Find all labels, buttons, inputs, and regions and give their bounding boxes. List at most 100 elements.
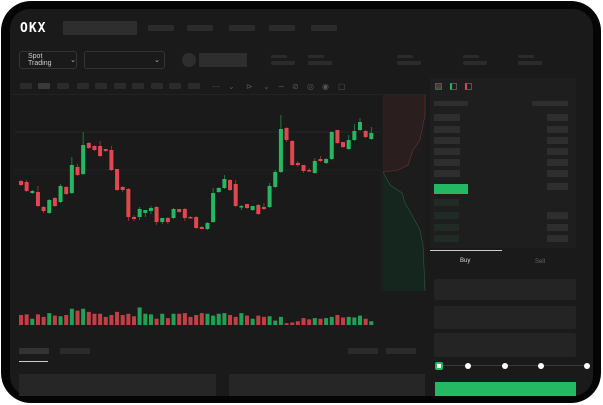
ask-row[interactable] [547, 126, 568, 133]
buy-button[interactable] [435, 382, 576, 396]
filter-button[interactable] [348, 348, 378, 354]
interval-button[interactable] [188, 83, 200, 89]
candle-body [19, 181, 23, 185]
candle-body [148, 208, 153, 211]
volume-bar [69, 308, 74, 325]
slider-step-75[interactable] [538, 363, 544, 369]
candlestick-chart[interactable] [0, 0, 380, 340]
price-input[interactable] [434, 279, 576, 300]
pair-selector[interactable]: ⌄ [84, 51, 165, 69]
ask-row[interactable] [547, 159, 568, 166]
market-selector[interactable]: Spot Trading ⌄ [19, 51, 77, 69]
chevron-down-icon[interactable]: ⌄ [263, 82, 270, 91]
amount-slider-track[interactable] [438, 365, 588, 366]
tab-order-history[interactable] [60, 348, 90, 354]
bid-row[interactable] [547, 224, 568, 231]
nav-item[interactable] [269, 25, 295, 31]
slider-step-50[interactable] [502, 363, 508, 369]
volume-bar [267, 316, 272, 325]
tab-sell[interactable]: Sell [535, 259, 546, 265]
amount-input[interactable] [434, 306, 576, 329]
column-header [532, 101, 568, 106]
amount-slider-handle[interactable] [435, 362, 443, 370]
interval-button[interactable] [20, 83, 32, 89]
okx-logo[interactable]: OKX [20, 21, 47, 36]
interval-button[interactable] [95, 83, 107, 89]
settings-icon[interactable]: ◉ [322, 82, 329, 91]
slider-step-100[interactable] [584, 363, 590, 369]
ask-row[interactable] [547, 170, 568, 177]
chevron-down-icon[interactable]: ⌄ [228, 82, 235, 91]
chevron-down-icon: ⌄ [154, 57, 160, 64]
wave-icon[interactable]: ∼ [278, 82, 285, 91]
search-bar[interactable] [63, 21, 137, 35]
bid-row[interactable] [547, 235, 568, 242]
candle-body [165, 218, 170, 222]
volume-bar [228, 315, 233, 325]
indicator-icon[interactable]: ⋯ [212, 82, 220, 91]
stat-value [308, 61, 332, 65]
volume-bar [75, 310, 80, 325]
ask-row[interactable] [547, 137, 568, 144]
nav-item[interactable] [229, 25, 255, 31]
orderbook-asks-icon[interactable] [465, 83, 472, 90]
candle-body [312, 161, 317, 173]
candle-body [52, 198, 57, 206]
candle-body [284, 128, 289, 140]
volume-bar [126, 313, 131, 325]
ask-row[interactable] [434, 170, 460, 177]
volume-bar [81, 308, 86, 325]
filter-button[interactable] [386, 348, 416, 354]
volume-bar [171, 313, 176, 325]
ask-row[interactable] [547, 183, 568, 190]
candle-body [98, 146, 103, 156]
ask-depth-line [382, 95, 426, 173]
candle-body [261, 207, 266, 209]
ask-row[interactable] [434, 114, 460, 121]
volume-bar [335, 315, 340, 325]
volume-bar [358, 315, 362, 325]
ask-row[interactable] [434, 137, 460, 144]
candle-body [86, 143, 91, 148]
orderbook-bids-icon[interactable] [450, 83, 457, 90]
candle-body [64, 187, 69, 194]
stat-label [271, 55, 287, 58]
ask-row[interactable] [434, 148, 460, 155]
tab-buy[interactable]: Buy [460, 258, 471, 264]
bid-row[interactable] [547, 212, 568, 219]
bid-depth-line [382, 171, 426, 291]
ask-row[interactable] [434, 126, 460, 133]
tab-open-orders[interactable] [19, 348, 49, 354]
bid-row[interactable] [434, 212, 459, 219]
bid-row[interactable] [434, 199, 459, 206]
stat-label [397, 55, 413, 58]
stat-value [463, 61, 487, 65]
total-input[interactable] [434, 333, 576, 357]
interval-button[interactable] [77, 83, 89, 89]
camera-icon[interactable]: ◎ [307, 82, 314, 91]
ask-row[interactable] [434, 159, 460, 166]
nav-item[interactable] [311, 25, 337, 31]
candle-body [256, 205, 261, 214]
ruler-icon[interactable]: ⊘ [292, 82, 299, 91]
bid-row[interactable] [434, 235, 459, 242]
interval-button[interactable] [57, 83, 69, 89]
volume-bar [329, 316, 334, 325]
fullscreen-icon[interactable]: ▢ [338, 82, 346, 91]
candle-body [103, 149, 108, 151]
interval-button-active[interactable] [38, 83, 50, 89]
interval-button[interactable] [114, 83, 126, 89]
nav-item[interactable] [187, 25, 213, 31]
interval-button[interactable] [132, 83, 144, 89]
interval-button[interactable] [169, 83, 181, 89]
candle-body [182, 209, 187, 218]
nav-item[interactable] [148, 25, 174, 31]
ask-row[interactable] [547, 114, 568, 121]
slider-step-25[interactable] [465, 363, 471, 369]
draw-line-icon[interactable]: ⊳ [246, 82, 253, 91]
bid-row[interactable] [434, 224, 459, 231]
interval-button[interactable] [151, 83, 163, 89]
ask-row[interactable] [547, 148, 568, 155]
candle-body [216, 188, 221, 192]
orderbook-both-icon[interactable] [435, 83, 442, 90]
